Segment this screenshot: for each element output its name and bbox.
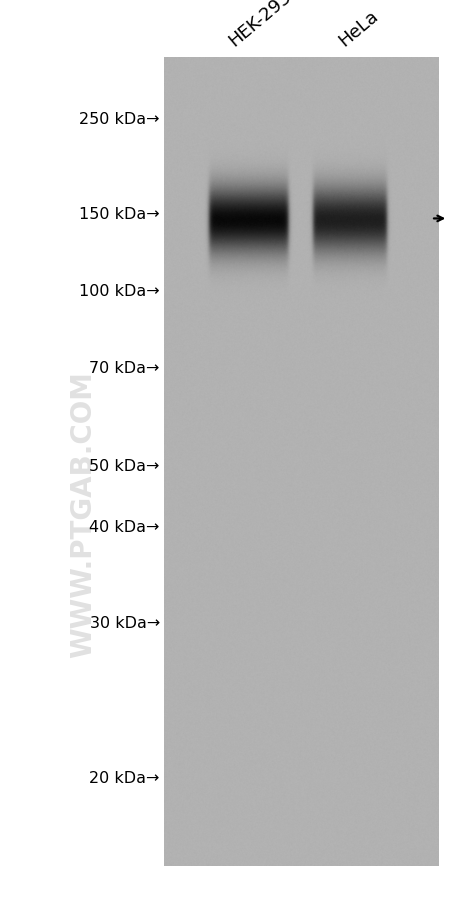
Text: 20 kDa→: 20 kDa→: [90, 770, 160, 785]
Text: 250 kDa→: 250 kDa→: [79, 112, 160, 126]
Text: 70 kDa→: 70 kDa→: [90, 361, 160, 375]
Text: HEK-293: HEK-293: [225, 0, 294, 50]
Text: 100 kDa→: 100 kDa→: [79, 284, 160, 299]
Text: WWW.PTGAB.COM: WWW.PTGAB.COM: [69, 371, 97, 658]
Text: 30 kDa→: 30 kDa→: [90, 615, 160, 630]
Text: 150 kDa→: 150 kDa→: [79, 207, 160, 222]
Text: HeLa: HeLa: [335, 6, 382, 50]
Text: 40 kDa→: 40 kDa→: [90, 520, 160, 534]
Text: 50 kDa→: 50 kDa→: [90, 459, 160, 474]
